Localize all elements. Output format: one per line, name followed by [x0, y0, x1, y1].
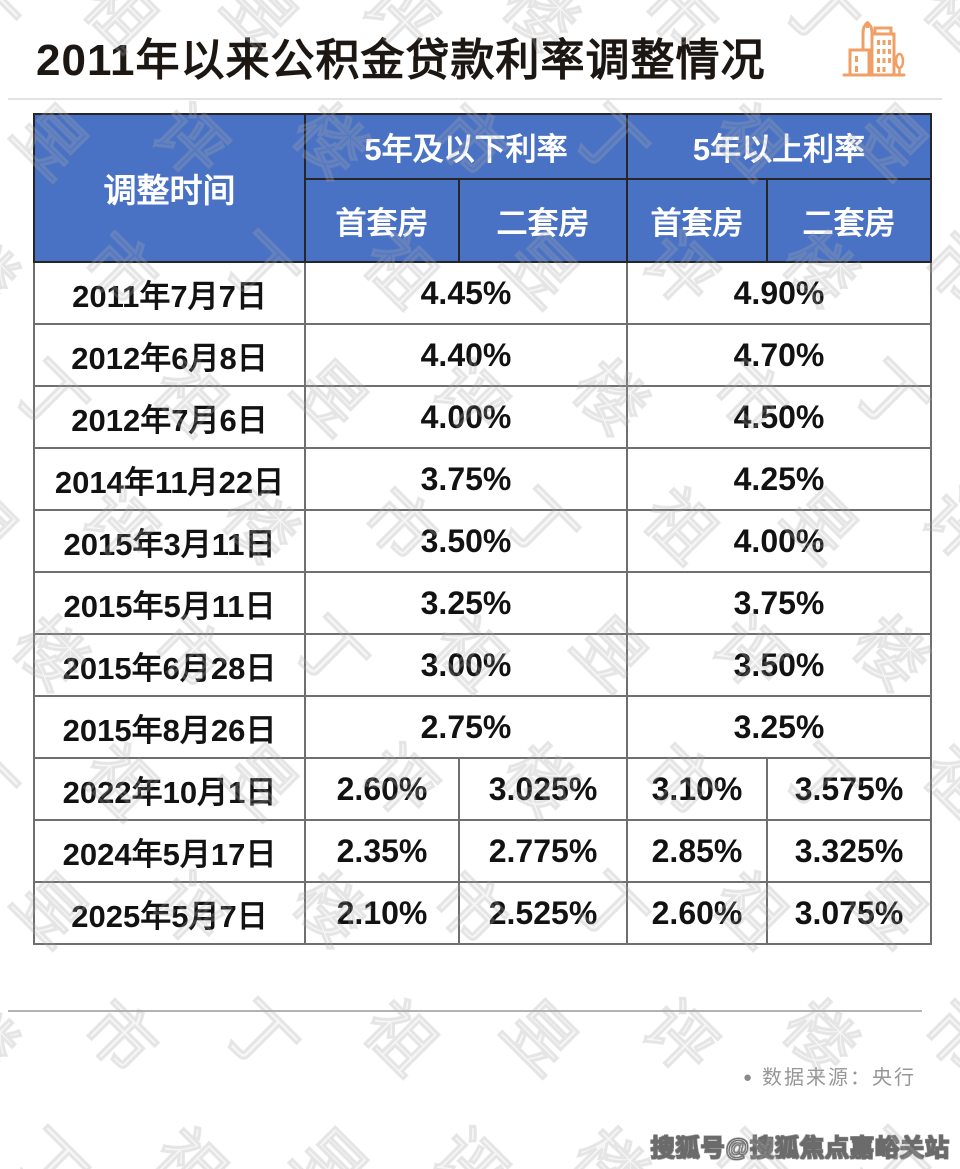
page-title: 2011年以来公积金贷款利率调整情况: [36, 36, 766, 85]
date-cell: 2012年6月8日: [33, 323, 306, 387]
table-header-sub-row: 首套房 二套房 首套房 二套房: [34, 178, 932, 263]
table-row: 2025年5月7日 2.10% 2.525% 2.60% 3.075%: [33, 881, 932, 945]
background-watermark-char: 市: [68, 987, 171, 1090]
date-cell: 2015年5月11日: [33, 571, 306, 635]
date-cell: 2022年10月1日: [33, 757, 306, 821]
rate-over5-cell: 3.75%: [626, 571, 932, 635]
rate-over5-cell: 4.90%: [626, 261, 932, 325]
background-watermark-char: 评: [418, 1115, 521, 1169]
data-source-note: ● 数据来源：央行: [743, 1061, 916, 1090]
header-sub-second-home-2: 二套房: [766, 178, 932, 263]
background-watermark-char: 昱: [278, 1115, 381, 1169]
header-time-cell: 调整时间: [33, 113, 306, 263]
background-watermark-char: 祖: [908, 0, 960, 66]
rate-under5-cell: 3.50%: [304, 509, 628, 573]
background-watermark-char: 祖: [348, 987, 451, 1090]
rate-under5-first-home-cell: 2.10%: [304, 881, 460, 945]
rate-over5-cell: 4.50%: [626, 385, 932, 449]
rate-over5-cell: 4.25%: [626, 447, 932, 511]
rates-table: 调整时间 5年及以下利率 5年以上利率 首套房 二套房 首套房 二套房 2011…: [33, 113, 932, 945]
header-group-over5-cell: 5年以上利率: [626, 113, 932, 180]
rate-under5-second-home-cell: 2.775%: [458, 819, 628, 883]
date-cell: 2024年5月17日: [33, 819, 306, 883]
table-row: 2015年8月26日 2.75% 3.25%: [33, 695, 932, 759]
background-watermark-char: 丁: [0, 1115, 101, 1169]
rate-over5-cell: 4.70%: [626, 323, 932, 387]
table-row: 2012年7月6日 4.00% 4.50%: [33, 385, 932, 449]
rate-over5-first-home-cell: 2.85%: [626, 819, 768, 883]
rate-over5-second-home-cell: 3.575%: [766, 757, 932, 821]
rate-over5-second-home-cell: 3.075%: [766, 881, 932, 945]
rate-under5-first-home-cell: 2.35%: [304, 819, 460, 883]
table-row: 2015年3月11日 3.50% 4.00%: [33, 509, 932, 573]
city-buildings-icon: [842, 21, 906, 77]
date-cell: 2011年7月7日: [33, 261, 306, 325]
header-sub-first-home-1: 首套房: [304, 178, 460, 263]
footer-divider: [8, 1010, 922, 1012]
table-row: 2011年7月7日 4.45% 4.90%: [33, 261, 932, 325]
rate-under5-cell: 3.00%: [304, 633, 628, 697]
date-cell: 2025年5月7日: [33, 881, 306, 945]
rate-under5-cell: 4.40%: [304, 323, 628, 387]
background-watermark-char: 评: [628, 987, 731, 1090]
rate-under5-first-home-cell: 2.60%: [304, 757, 460, 821]
table-row: 2024年5月17日 2.35% 2.775% 2.85% 3.325%: [33, 819, 932, 883]
rate-over5-cell: 3.25%: [626, 695, 932, 759]
table-row: 2015年6月28日 3.00% 3.50%: [33, 633, 932, 697]
background-watermark-char: 楼: [0, 987, 31, 1090]
rate-over5-cell: 3.50%: [626, 633, 932, 697]
rate-over5-second-home-cell: 3.325%: [766, 819, 932, 883]
date-cell: 2015年3月11日: [33, 509, 306, 573]
table-row: 2022年10月1日 2.60% 3.025% 3.10% 3.575%: [33, 757, 932, 821]
background-watermark-char: 丁: [208, 987, 311, 1090]
source-text: 数据来源：央行: [762, 1067, 916, 1089]
background-watermark-char: 昱: [488, 987, 591, 1090]
rate-under5-cell: 3.25%: [304, 571, 628, 635]
date-cell: 2015年6月28日: [33, 633, 306, 697]
date-cell: 2015年8月26日: [33, 695, 306, 759]
background-watermark-char: 祖: [138, 1115, 241, 1169]
rate-over5-first-home-cell: 2.60%: [626, 881, 768, 945]
table-row: 2015年5月11日 3.25% 3.75%: [33, 571, 932, 635]
table-row: 2014年11月22日 3.75% 4.25%: [33, 447, 932, 511]
sohu-account-watermark: 搜狐号@搜狐焦点嘉峪关站: [650, 1134, 950, 1162]
date-cell: 2014年11月22日: [33, 447, 306, 511]
rate-under5-cell: 4.00%: [304, 385, 628, 449]
header-group-under5-cell: 5年及以下利率: [304, 113, 628, 180]
rate-over5-cell: 4.00%: [626, 509, 932, 573]
date-cell: 2012年7月6日: [33, 385, 306, 449]
rate-under5-cell: 3.75%: [304, 447, 628, 511]
table-row: 2012年6月8日 4.40% 4.70%: [33, 323, 932, 387]
rate-over5-first-home-cell: 3.10%: [626, 757, 768, 821]
header-sub-first-home-2: 首套房: [626, 178, 768, 263]
table-header-group-row: 调整时间 5年及以下利率 5年以上利率: [33, 113, 932, 263]
rate-under5-cell: 4.45%: [304, 261, 628, 325]
rate-under5-cell: 2.75%: [304, 695, 628, 759]
title-divider: [8, 98, 942, 100]
rate-under5-second-home-cell: 3.025%: [458, 757, 628, 821]
rate-under5-second-home-cell: 2.525%: [458, 881, 628, 945]
bullet-icon: ●: [742, 1069, 752, 1086]
header-sub-second-home-1: 二套房: [458, 178, 628, 263]
